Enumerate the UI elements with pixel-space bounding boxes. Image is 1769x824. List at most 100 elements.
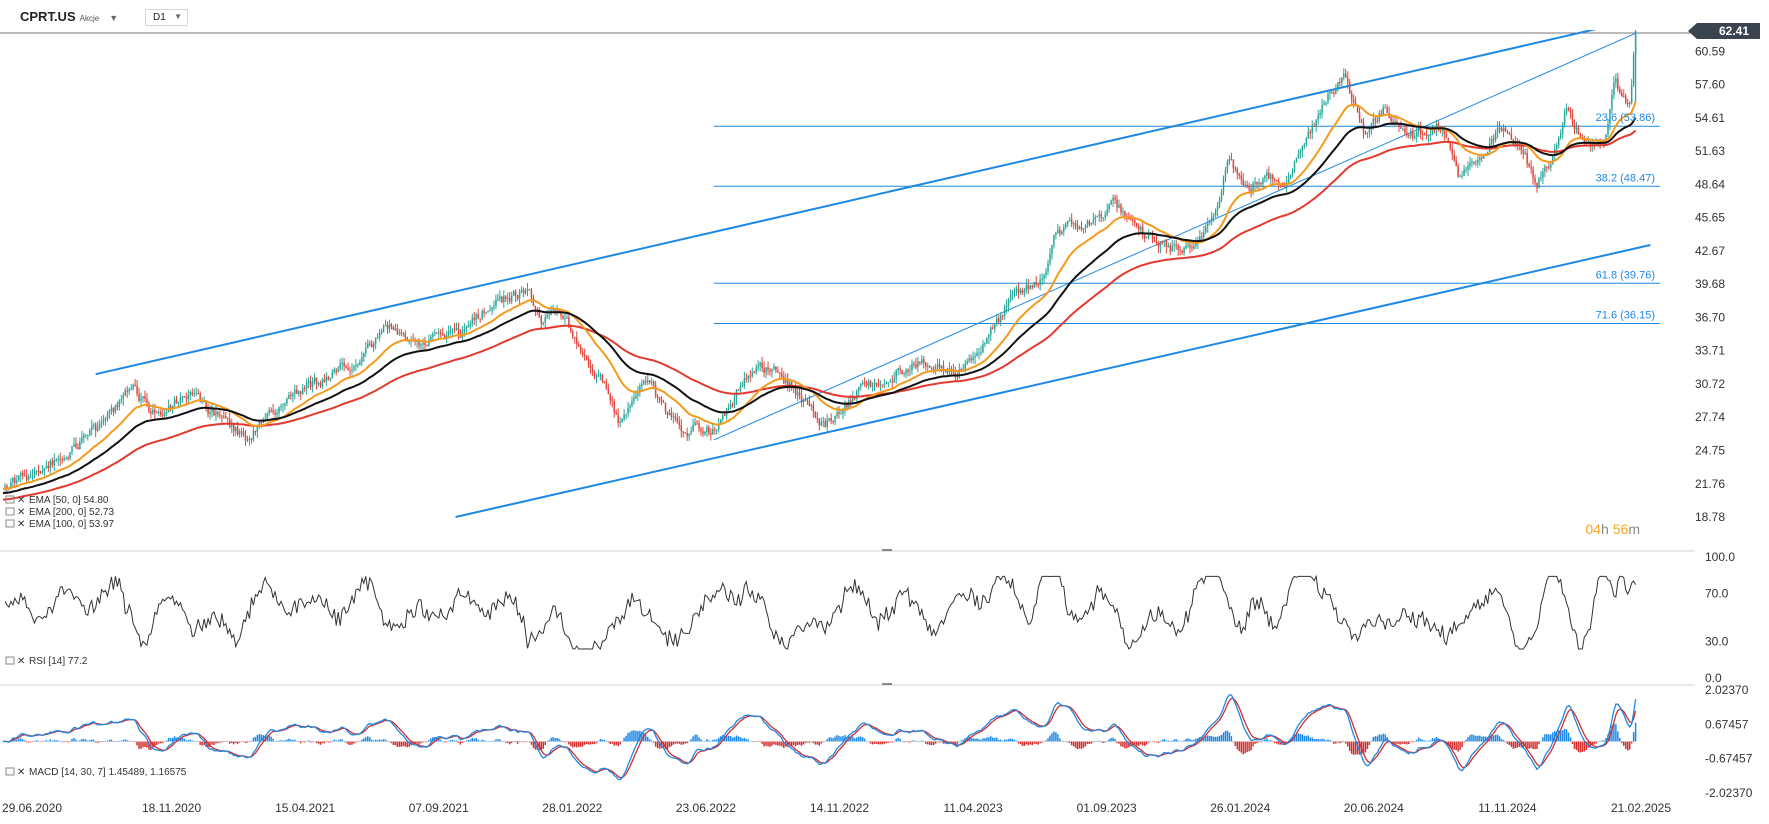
chevron-down-icon[interactable]: ▼: [109, 13, 119, 23]
price-tick-label: 51.63: [1695, 144, 1725, 158]
candle-body: [1429, 134, 1432, 136]
macd-hist-bar: [475, 737, 477, 742]
macd-hist-bar: [1228, 732, 1231, 742]
ema-100-line: [2, 117, 1637, 495]
candle-body: [108, 410, 111, 414]
candle-body: [1360, 118, 1363, 123]
macd-hist-bar: [1459, 741, 1461, 750]
macd-hist-bar: [830, 737, 832, 742]
macd-hist-bar: [1484, 736, 1487, 742]
macd-hist-bar: [1366, 741, 1369, 750]
symbol-selector[interactable]: CPRT.US Akcje ▼: [20, 9, 118, 24]
candle-body: [1037, 284, 1039, 286]
pane-resize-handle[interactable]: [882, 683, 892, 685]
ema-legend: ✕ EMA [50, 0] 54.80✕ EMA [200, 0] 52.73✕ EM…: [5, 495, 114, 530]
macd-hist-bar: [1309, 737, 1312, 742]
candle-body: [1029, 285, 1032, 290]
candle-body: [856, 391, 858, 400]
macd-hist-bar: [465, 740, 468, 742]
macd-hist-bar: [122, 740, 125, 742]
candle-body: [907, 369, 909, 372]
candle-body: [1624, 96, 1627, 103]
candle-body: [698, 423, 700, 429]
candle-body: [1352, 99, 1355, 103]
candle-body: [59, 459, 61, 461]
macd-hist-bar: [378, 739, 381, 742]
macd-hist-bar: [1116, 741, 1118, 743]
macd-hist-bar: [692, 736, 694, 742]
candle-body: [1526, 152, 1528, 165]
macd-hist-bar: [384, 739, 387, 742]
candle-body: [759, 362, 761, 366]
macd-hist-bar: [1623, 741, 1625, 746]
candle-body: [227, 417, 229, 419]
macd-hist-bar: [1120, 741, 1122, 747]
macd-hist-bar: [1023, 741, 1026, 746]
macd-hist-bar: [1498, 736, 1501, 742]
candle-body: [361, 357, 363, 362]
macd-hist-bar: [455, 740, 458, 742]
close-icon: ✕: [17, 767, 25, 778]
candle-body: [1563, 112, 1566, 125]
macd-hist-bar: [1088, 741, 1091, 744]
macd-hist-bar: [414, 741, 416, 744]
candle-body: [477, 314, 479, 319]
macd-hist-bar: [1017, 741, 1020, 744]
candle-body: [796, 392, 799, 395]
candle-body: [1510, 133, 1513, 140]
candle-body: [317, 382, 320, 384]
candle-body: [323, 379, 326, 382]
macd-hist-bar: [428, 740, 430, 742]
macd-hist-bar: [781, 741, 783, 747]
macd-hist-bar: [806, 741, 809, 743]
candle-body: [528, 289, 531, 291]
macd-hist-bar: [55, 740, 57, 742]
macd-hist-bar: [144, 741, 146, 748]
candle-body: [873, 382, 876, 387]
candle-body: [946, 370, 949, 373]
macd-hist-bar: [1191, 739, 1193, 742]
candle-body: [1435, 123, 1438, 130]
candle-body: [747, 375, 750, 380]
candle-body: [1001, 315, 1004, 317]
candle-body: [1246, 184, 1248, 187]
price-axis: 60.5957.6054.6151.6348.6445.6542.6739.68…: [1695, 44, 1725, 524]
pane-resize-handle[interactable]: [882, 549, 892, 551]
macd-hist-bar: [678, 741, 681, 744]
candle-body: [779, 372, 781, 374]
macd-hist-bar: [1565, 729, 1568, 742]
macd-hist-bar: [270, 736, 272, 742]
candle-body: [463, 328, 466, 332]
candle-body: [1254, 181, 1256, 184]
macd-hist-bar: [1364, 741, 1367, 753]
timeframe-select[interactable]: D1 ▼: [145, 9, 188, 26]
candle-body: [81, 437, 83, 442]
candle-body: [818, 418, 821, 426]
candle-body: [804, 400, 807, 402]
macd-hist-bar: [1496, 734, 1499, 742]
macd-hist-bar: [1518, 741, 1521, 747]
candle-body: [757, 365, 759, 368]
macd-hist-bar: [483, 740, 485, 742]
candle-body: [708, 427, 710, 433]
macd-hist-bar: [1343, 741, 1345, 742]
candle-body: [1372, 118, 1375, 125]
candle-body: [1481, 157, 1483, 159]
close-icon: ✕: [17, 507, 25, 518]
candle-body: [877, 383, 880, 386]
macd-hist-bar: [1287, 740, 1290, 742]
macd-hist-bar: [885, 741, 888, 744]
macd-hist-bar: [266, 735, 268, 742]
macd-hist-bar: [307, 740, 310, 742]
candle-body: [958, 369, 961, 377]
candle-body: [1380, 113, 1382, 115]
candle-body: [1070, 219, 1073, 224]
macd-hist-bar: [1015, 740, 1018, 742]
macd-hist-bar: [298, 741, 300, 742]
price-tick-label: 33.71: [1695, 344, 1725, 358]
candle-body: [1139, 227, 1142, 230]
candle-body: [1086, 221, 1089, 226]
macd-tick-label: 2.02370: [1705, 683, 1749, 697]
candle-body: [1214, 210, 1217, 216]
